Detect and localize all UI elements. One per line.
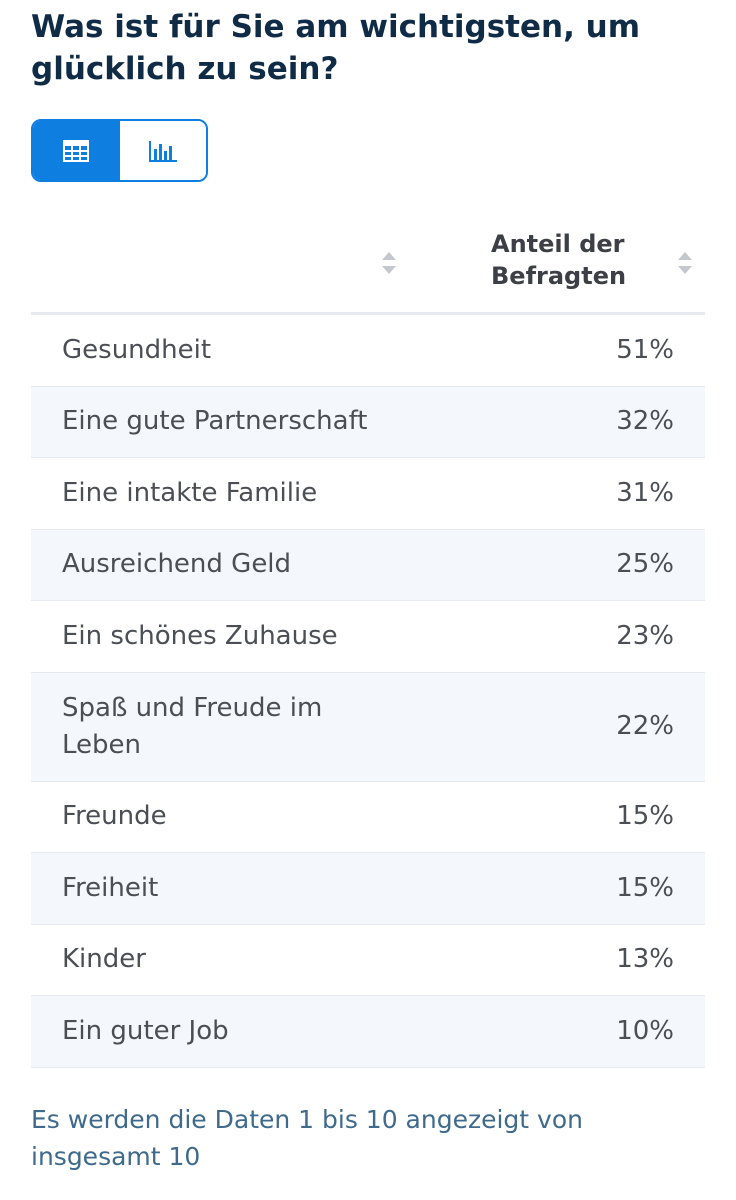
table-row: Freunde 15%: [31, 782, 705, 853]
page-title: Was ist für Sie am wichtigsten, um glück…: [31, 9, 641, 87]
view-toggle: [31, 119, 208, 182]
row-value: 10%: [616, 1015, 674, 1046]
sort-arrows-icon: [678, 252, 692, 274]
row-value: 22%: [616, 711, 674, 741]
table-row: Spaß und Freude im Leben 22%: [31, 672, 705, 782]
row-label: Gesundheit: [62, 334, 212, 365]
row-value: 32%: [616, 406, 674, 437]
row-value: 23%: [616, 620, 674, 651]
table-row: Ein guter Job 10%: [31, 996, 705, 1068]
row-label: Kinder: [62, 944, 146, 975]
bar-chart-icon: [148, 140, 177, 162]
row-value: 15%: [616, 801, 674, 832]
row-label: Freiheit: [62, 872, 159, 903]
chart-view-button[interactable]: [119, 121, 206, 180]
table-icon: [63, 139, 90, 162]
table-row: Eine gute Partnerschaft 32%: [31, 386, 705, 458]
row-value: 15%: [616, 872, 674, 903]
row-label: Spaß und Freude im Leben: [62, 692, 323, 760]
table-row: Gesundheit 51%: [31, 315, 705, 387]
data-table: Anteil der Befragten Gesundheit 51% Eine…: [31, 220, 705, 1068]
row-label: Eine intakte Familie: [62, 477, 318, 508]
table-header: Anteil der Befragten: [31, 220, 705, 315]
pagination-info: Es werden die Daten 1 bis 10 angezeigt v…: [31, 1105, 583, 1171]
table-row: Ein schönes Zuhause 23%: [31, 601, 705, 673]
row-value: 31%: [616, 477, 674, 508]
table-row: Ausreichend Geld 25%: [31, 529, 705, 601]
table-row: Freiheit 15%: [31, 853, 705, 925]
row-value: 13%: [616, 944, 674, 975]
sort-share-column-button[interactable]: [677, 251, 693, 275]
column-header-share[interactable]: Anteil der Befragten: [491, 230, 627, 290]
row-label: Freunde: [62, 801, 167, 832]
row-value: 25%: [616, 549, 674, 580]
row-label: Ein guter Job: [62, 1015, 229, 1046]
table-row: Eine intakte Familie 31%: [31, 458, 705, 530]
sort-arrows-icon: [382, 252, 396, 274]
sort-label-column-button[interactable]: [381, 251, 397, 275]
table-row: Kinder 13%: [31, 925, 705, 996]
row-value: 51%: [616, 334, 674, 365]
row-label: Ausreichend Geld: [62, 549, 292, 580]
table-view-button[interactable]: [33, 121, 120, 180]
row-label: Eine gute Partnerschaft: [62, 406, 368, 437]
row-label: Ein schönes Zuhause: [62, 620, 338, 651]
